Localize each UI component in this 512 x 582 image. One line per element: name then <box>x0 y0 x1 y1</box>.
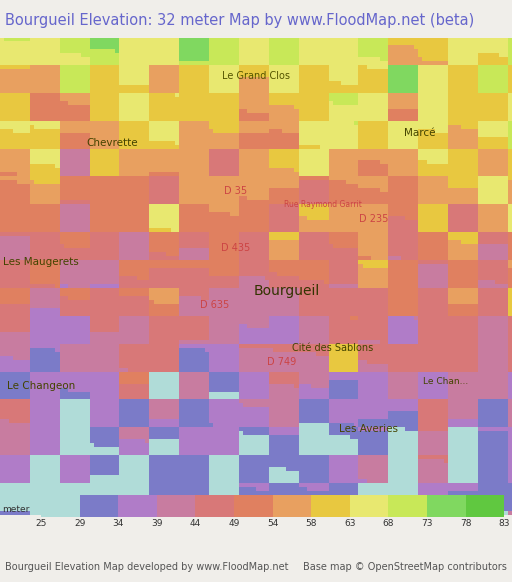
Text: 68: 68 <box>383 519 394 528</box>
Text: Bourgueil Elevation: 32 meter Map by www.FloodMap.net (beta): Bourgueil Elevation: 32 meter Map by www… <box>5 13 475 29</box>
Text: Le Grand Clos: Le Grand Clos <box>222 71 290 81</box>
Text: 58: 58 <box>306 519 317 528</box>
Bar <box>427 495 466 517</box>
Text: meter: meter <box>3 505 30 514</box>
Text: Cité des Sablons: Cité des Sablons <box>292 343 373 353</box>
Text: Bourgueil Elevation Map developed by www.FloodMap.net: Bourgueil Elevation Map developed by www… <box>5 562 289 573</box>
Bar <box>157 495 196 517</box>
Bar <box>311 495 350 517</box>
Text: 34: 34 <box>113 519 124 528</box>
Bar <box>389 495 427 517</box>
Bar <box>272 495 311 517</box>
Bar <box>79 495 118 517</box>
Text: D 749: D 749 <box>267 357 296 367</box>
Text: 73: 73 <box>421 519 433 528</box>
Text: D 35: D 35 <box>224 186 247 196</box>
Text: Chevrette: Chevrette <box>87 138 138 148</box>
Text: 83: 83 <box>499 519 510 528</box>
Text: D 235: D 235 <box>359 214 389 224</box>
Text: 25: 25 <box>35 519 47 528</box>
Bar <box>196 495 234 517</box>
Bar <box>41 495 79 517</box>
Text: 44: 44 <box>190 519 201 528</box>
Text: 49: 49 <box>228 519 240 528</box>
Text: osm-static-maps: osm-static-maps <box>409 495 502 506</box>
Text: Le Changeon: Le Changeon <box>7 381 75 391</box>
Text: Base map © OpenStreetMap contributors: Base map © OpenStreetMap contributors <box>303 562 507 573</box>
Text: 54: 54 <box>267 519 279 528</box>
Text: Rue Raymond Garrit: Rue Raymond Garrit <box>284 200 361 210</box>
Text: 63: 63 <box>344 519 356 528</box>
Text: 39: 39 <box>151 519 162 528</box>
Text: 78: 78 <box>460 519 472 528</box>
Bar <box>118 495 157 517</box>
Text: 29: 29 <box>74 519 86 528</box>
Text: Bourgueil: Bourgueil <box>253 284 320 298</box>
Text: Les Maugerets: Les Maugerets <box>3 257 79 267</box>
Text: Le Chan...: Le Chan... <box>423 377 468 386</box>
Text: D 635: D 635 <box>200 300 230 310</box>
Text: D 435: D 435 <box>221 243 250 253</box>
Text: Marcé: Marcé <box>404 128 436 139</box>
Text: Les Averies: Les Averies <box>339 424 398 434</box>
Bar <box>466 495 504 517</box>
Bar <box>234 495 272 517</box>
Bar <box>350 495 389 517</box>
